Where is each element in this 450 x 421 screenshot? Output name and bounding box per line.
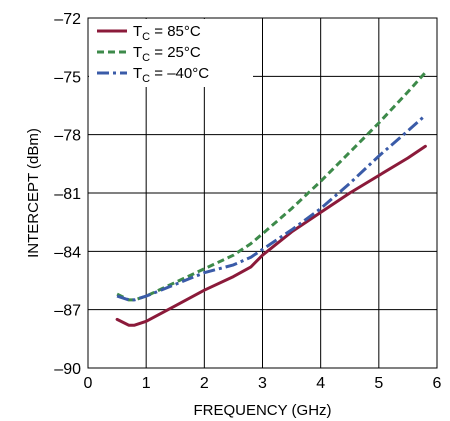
legend: TC = 85°CTC = 25°CTC = –40°C (89, 19, 253, 87)
y-tick-label: –87 (54, 303, 81, 320)
legend-label-value: = 25°C (150, 44, 201, 61)
series-lines (115, 71, 427, 327)
y-tick-label: –81 (54, 186, 81, 203)
legend-label-subscript: C (142, 52, 150, 64)
x-axis-label: FREQUENCY (GHz) (193, 402, 331, 419)
y-tick-label: –78 (54, 128, 81, 145)
x-tick-label: 0 (84, 375, 93, 392)
legend-label-subscript: C (142, 31, 150, 43)
series-line-2 (116, 114, 427, 302)
series-line-0 (115, 144, 427, 327)
legend-label-main: T (133, 65, 142, 82)
y-axis-label: INTERCEPT (dBm) (25, 128, 42, 258)
y-tick-label: –75 (54, 69, 81, 86)
x-tick-label: 5 (374, 375, 383, 392)
x-tick-label: 1 (142, 375, 151, 392)
legend-label-subscript: C (142, 73, 150, 85)
legend-label-value: = 85°C (150, 23, 201, 40)
x-tick-label: 4 (316, 375, 325, 392)
legend-label-1: TC = 25°C (133, 44, 201, 64)
plot-frame (87, 17, 438, 369)
gridlines (88, 18, 437, 368)
x-tick-labels: 0 1 2 3 4 5 6 (84, 375, 442, 392)
y-tick-labels: –72 –75 –78 –81 –84 –87 –90 (54, 11, 81, 378)
legend-label-value: = –40°C (150, 65, 209, 82)
x-tick-label: 6 (433, 375, 442, 392)
series-line-1 (116, 71, 427, 302)
y-tick-label: –72 (54, 11, 81, 28)
legend-label-0: TC = 85°C (133, 23, 201, 43)
legend-label-main: T (133, 23, 142, 40)
legend-label-main: T (133, 44, 142, 61)
legend-label-2: TC = –40°C (133, 65, 209, 85)
x-tick-label: 2 (200, 375, 209, 392)
y-tick-label: –90 (54, 361, 81, 378)
y-tick-label: –84 (54, 244, 81, 261)
x-tick-label: 3 (258, 375, 267, 392)
